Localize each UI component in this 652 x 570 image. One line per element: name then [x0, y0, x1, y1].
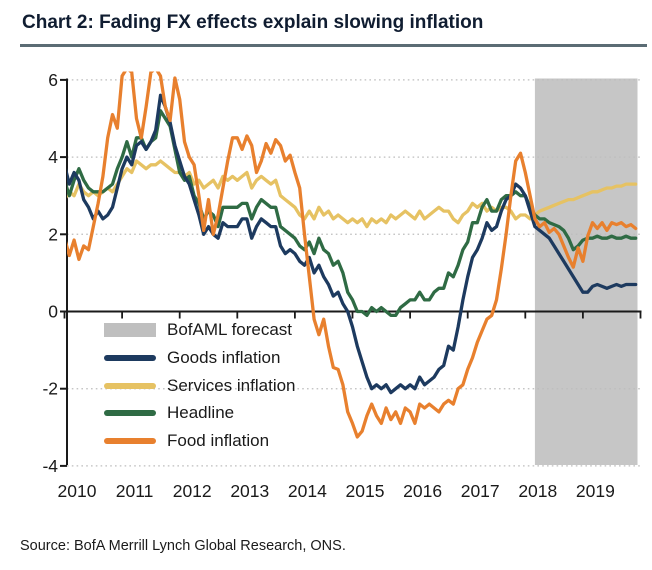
series-line-services-inflation — [67, 159, 638, 229]
forecast-band — [534, 78, 638, 465]
x-tick-label-2012: 2012 — [173, 481, 212, 501]
legend-item-services: Services inflation — [104, 377, 296, 394]
services-line-swatch — [104, 382, 156, 389]
legend-item-headline: Headline — [104, 404, 234, 421]
legend-item-forecast: BofAML forecast — [104, 321, 292, 338]
legend-item-food: Food inflation — [104, 432, 269, 449]
x-tick-label-2014: 2014 — [288, 481, 327, 501]
food-line-swatch — [104, 437, 156, 444]
y-tick-label--4: -4 — [42, 456, 58, 476]
chart-title: Chart 2: Fading FX effects explain slowi… — [22, 12, 484, 33]
x-tick-label-2013: 2013 — [230, 481, 269, 501]
y-tick-label-2: 2 — [48, 224, 58, 244]
headline-line-swatch — [104, 410, 156, 416]
x-tick-label-2017: 2017 — [461, 481, 500, 501]
y-tick-label-4: 4 — [48, 147, 58, 167]
title-underline — [20, 44, 647, 47]
legend-item-goods: Goods inflation — [104, 349, 280, 366]
x-tick-label-2016: 2016 — [403, 481, 442, 501]
x-tick-label-2015: 2015 — [346, 481, 385, 501]
source-attribution: Source: BofA Merrill Lynch Global Resear… — [20, 538, 346, 554]
x-tick-label-2019: 2019 — [576, 481, 615, 501]
series-line-food-inflation — [67, 71, 638, 439]
series-line-headline — [67, 109, 638, 318]
series-line-goods-inflation — [67, 93, 638, 395]
x-tick-label-2011: 2011 — [116, 481, 154, 501]
y-tick-label--2: -2 — [42, 379, 58, 399]
x-tick-label-2010: 2010 — [58, 481, 97, 501]
y-tick-label-0: 0 — [48, 302, 58, 322]
goods-line-swatch — [104, 355, 156, 361]
y-tick-label-6: 6 — [48, 70, 58, 90]
forecast-band-swatch — [104, 323, 156, 337]
x-tick-label-2018: 2018 — [518, 481, 557, 501]
